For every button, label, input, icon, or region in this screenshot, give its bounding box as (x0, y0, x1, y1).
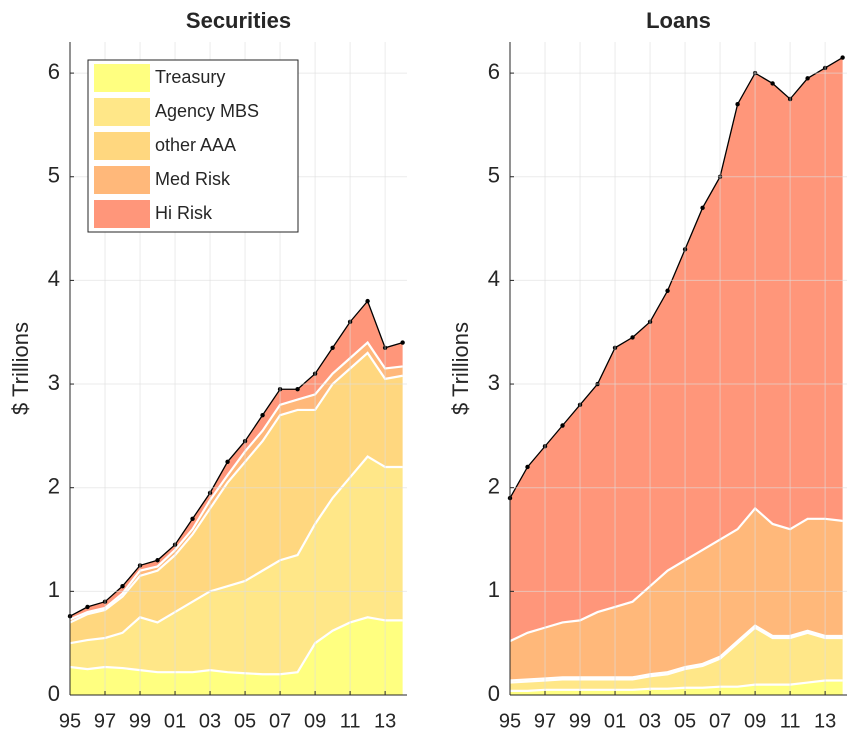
legend: Treasury Agency MBS other AAA Med Risk Hi Ri… (87, 59, 299, 233)
boundary-line (509, 506, 843, 643)
total-marker (295, 387, 300, 392)
y-tick-label: 4 (48, 266, 60, 291)
x-tick-label: 99 (129, 710, 151, 732)
chart-title: Loans (646, 8, 711, 33)
y-tick-label: 1 (488, 577, 500, 602)
x-tick-label: 03 (639, 710, 661, 732)
legend-label: Hi Risk (155, 203, 213, 223)
y-tick-label: 6 (48, 59, 60, 84)
total-marker (260, 412, 265, 418)
boundary-line (509, 624, 843, 682)
y-tick-label: 0 (488, 681, 500, 706)
y-tick-label: 2 (488, 474, 500, 499)
area (510, 508, 843, 681)
area (70, 456, 403, 675)
total-marker (805, 76, 810, 81)
x-tick-label: 05 (234, 710, 256, 732)
y-axis-label: $ Trillions (8, 322, 33, 415)
x-tick-label: 13 (374, 710, 396, 732)
legend-swatch (94, 64, 150, 92)
y-tick-label: 5 (48, 163, 60, 188)
y-tick-label: 2 (48, 474, 60, 499)
x-tick-label: 11 (340, 710, 361, 732)
total-marker (365, 298, 370, 304)
legend-swatch (94, 166, 150, 194)
total-marker (330, 345, 335, 350)
x-tick-label: 95 (499, 710, 521, 732)
boundary-line (69, 455, 403, 645)
x-tick-label: 07 (709, 710, 731, 732)
total-marker (665, 288, 670, 293)
x-tick-label: 95 (59, 710, 81, 732)
x-tick-label: 07 (269, 710, 291, 732)
total-marker (225, 459, 230, 464)
total-marker (155, 558, 160, 563)
legend-swatch (94, 132, 150, 160)
total-marker (525, 464, 530, 470)
total-line (509, 56, 843, 499)
x-tick-label: 01 (604, 710, 626, 732)
total-marker (840, 55, 845, 60)
y-tick-label: 6 (488, 59, 500, 84)
x-tick-label: 13 (814, 710, 836, 732)
legend-label: Treasury (155, 67, 225, 87)
y-tick-label: 3 (48, 370, 60, 395)
x-tick-label: 11 (780, 710, 801, 732)
legend-swatch (94, 200, 150, 228)
legend-label: Agency MBS (155, 101, 259, 121)
total-marker (560, 423, 565, 428)
x-tick-label: 01 (164, 710, 186, 732)
total-marker (400, 340, 405, 345)
total-marker (700, 205, 705, 211)
y-tick-label: 3 (488, 370, 500, 395)
total-marker (735, 101, 740, 107)
chart-title: Securities (186, 8, 291, 33)
area (70, 617, 403, 695)
legend-label: other AAA (155, 135, 236, 155)
y-axis-label: $ Trillions (448, 322, 473, 415)
x-tick-label: 97 (534, 710, 556, 732)
boundary-line (69, 340, 403, 621)
total-marker (630, 335, 635, 340)
x-tick-label: 03 (199, 710, 221, 732)
legend-swatch (94, 98, 150, 126)
x-tick-label: 09 (304, 710, 326, 732)
boundary-line (509, 626, 843, 684)
total-marker (120, 583, 125, 589)
y-tick-label: 1 (48, 577, 60, 602)
x-tick-label: 09 (744, 710, 766, 732)
x-tick-label: 05 (674, 710, 696, 732)
area (510, 680, 843, 695)
total-marker (770, 81, 775, 86)
x-tick-label: 99 (569, 710, 591, 732)
x-tick-label: 97 (94, 710, 116, 732)
area (510, 57, 843, 642)
total-marker (85, 604, 90, 610)
total-marker (190, 516, 195, 521)
area (70, 352, 403, 644)
y-tick-label: 0 (48, 681, 60, 706)
area (510, 627, 843, 691)
legend-label: Med Risk (155, 169, 231, 189)
boundary-line (69, 616, 403, 676)
y-tick-label: 4 (488, 266, 500, 291)
area (70, 301, 403, 620)
boundary-line (69, 351, 403, 624)
total-line (69, 299, 403, 617)
y-tick-label: 5 (488, 163, 500, 188)
boundary-line (510, 679, 843, 692)
